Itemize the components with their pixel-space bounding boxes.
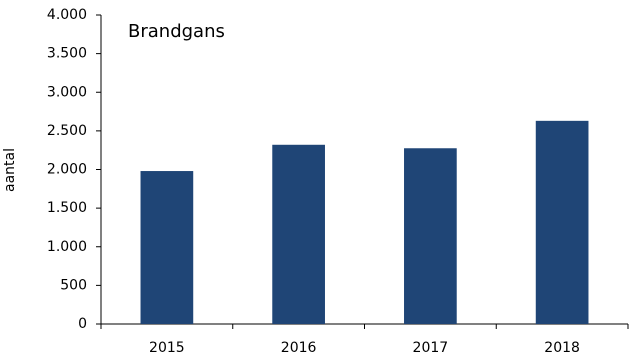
x-tick-label: 2018 bbox=[544, 340, 580, 356]
chart-title: Brandgans bbox=[128, 21, 225, 42]
y-tick-label: 1.500 bbox=[47, 200, 87, 216]
y-tick-label: 500 bbox=[60, 277, 87, 293]
y-axis-label: aantal bbox=[2, 148, 18, 192]
x-tick-label: 2015 bbox=[149, 340, 185, 356]
bar bbox=[140, 171, 194, 324]
bar bbox=[404, 148, 457, 324]
bar bbox=[535, 120, 589, 325]
y-tick-label: 3.000 bbox=[47, 84, 87, 100]
y-tick-label: 2.500 bbox=[47, 123, 87, 139]
y-tick-label: 2.000 bbox=[47, 162, 87, 178]
y-tick-label: 0 bbox=[78, 316, 87, 332]
bar bbox=[272, 144, 325, 324]
x-tick-label: 2016 bbox=[281, 340, 317, 356]
y-tick-label: 4.000 bbox=[47, 7, 87, 23]
y-tick-label: 1.000 bbox=[47, 239, 87, 255]
y-tick-label: 3.500 bbox=[47, 46, 87, 62]
x-tick-label: 2017 bbox=[413, 340, 449, 356]
